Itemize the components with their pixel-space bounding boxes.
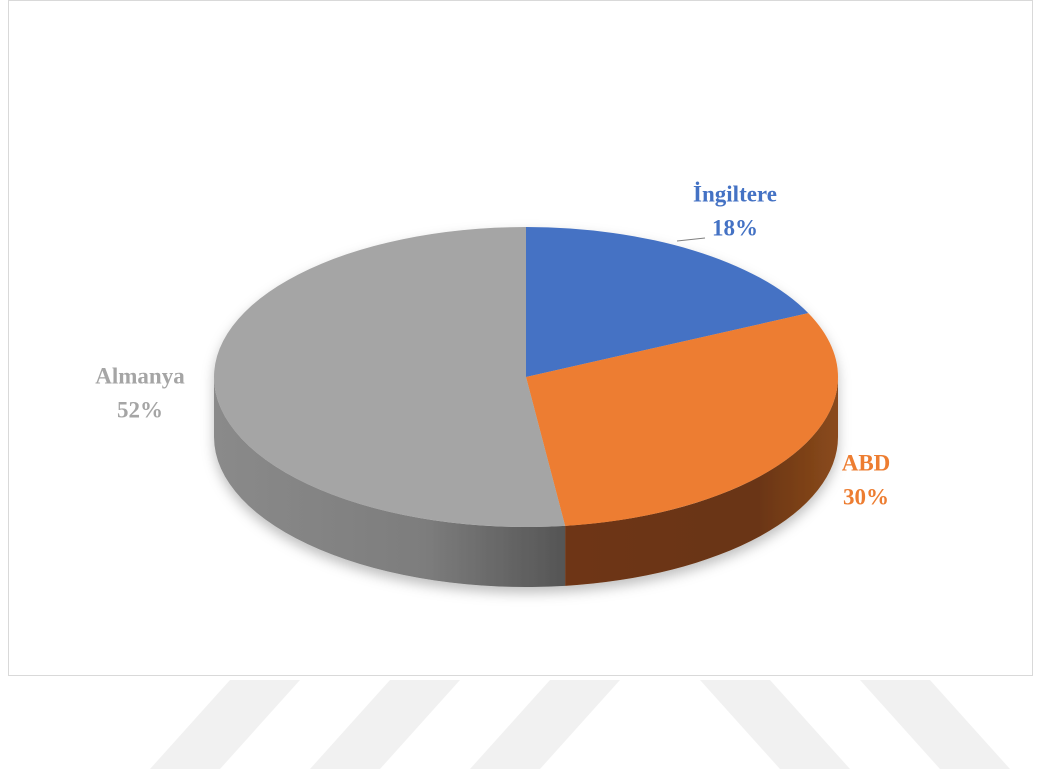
- slice: [526, 227, 809, 377]
- pie: [213, 227, 838, 587]
- data-label-name: İngiltere: [693, 181, 777, 206]
- data-label-value: 18%: [712, 215, 758, 240]
- slice-side: [565, 377, 838, 586]
- slice: [526, 313, 838, 526]
- data-label-name: ABD: [842, 450, 891, 475]
- data-label-value: 30%: [843, 484, 889, 509]
- watermark: [150, 680, 1010, 769]
- leader-line: [676, 237, 706, 242]
- data-label-value: 52%: [117, 397, 163, 422]
- slice: [214, 227, 566, 527]
- slice-side: [213, 377, 566, 587]
- data-label-name: Almanya: [95, 363, 185, 388]
